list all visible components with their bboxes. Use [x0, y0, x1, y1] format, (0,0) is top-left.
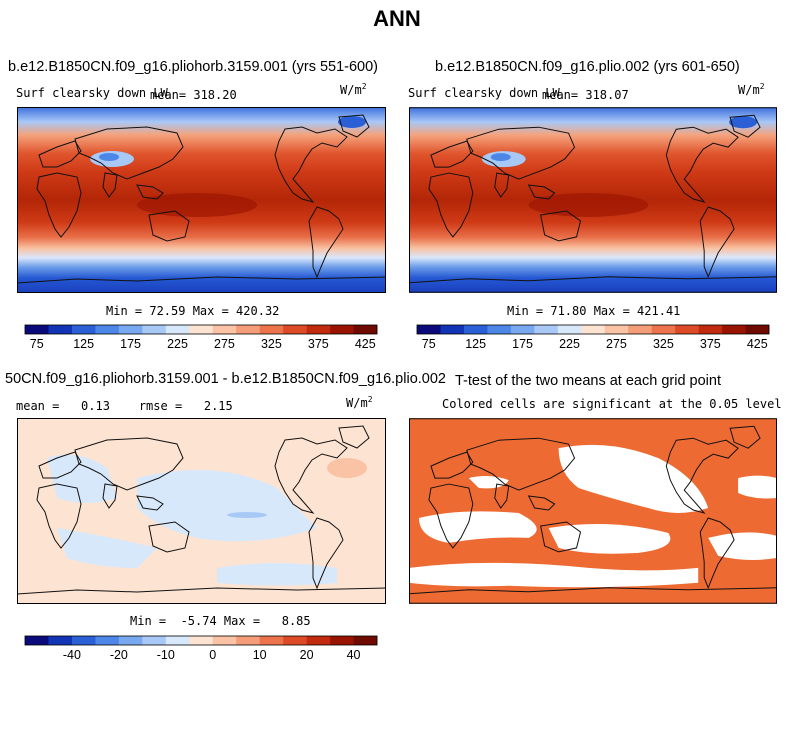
colorbar-swatch	[189, 325, 214, 334]
colorbar-swatch	[698, 325, 723, 334]
stats-label-bottom-left: mean = 0.13 rmse = 2.15	[16, 399, 233, 413]
colorbar-tick-label: 375	[308, 337, 329, 350]
colorbar-swatch	[306, 636, 331, 645]
colorbar-tick-label: 125	[73, 337, 94, 350]
colorbar-swatch	[440, 325, 465, 334]
colorbar-swatch	[283, 636, 307, 645]
colorbar-swatch	[628, 325, 652, 334]
colorbar-swatch	[353, 636, 378, 645]
colorbar-top-right: 75 125 175 225 275 325 375 425	[416, 324, 770, 350]
colorbar-swatch	[417, 325, 441, 334]
panel-title-bottom-left: 50CN.f09_g16.pliohorb.3159.001 - b.e12.B…	[5, 371, 446, 387]
colorbar-border	[24, 324, 378, 335]
colorbar-swatch	[557, 325, 582, 334]
colorbar-tick-label: 275	[214, 337, 235, 350]
colorbar-swatch	[236, 636, 260, 645]
colorbar-swatch	[95, 636, 120, 645]
colorbar-tick-label: 75	[422, 337, 436, 350]
colorbar-swatch	[71, 636, 96, 645]
colorbar-swatch	[283, 325, 307, 334]
mean-label-top-right: mean= 318.07	[542, 88, 629, 102]
colorbar-tick-label: 175	[512, 337, 533, 350]
colorbar-swatch	[510, 325, 535, 334]
colorbar-tick-label: 75	[30, 337, 44, 350]
mean-label-top-left: mean= 318.20	[150, 88, 237, 102]
colorbar-tick-label: 325	[653, 337, 674, 350]
colorbar-swatch	[189, 636, 214, 645]
units-label-top-left: W/m2	[340, 82, 367, 97]
colorbar-border	[24, 635, 378, 646]
colorbar-tick-label: 225	[559, 337, 580, 350]
colorbar-border	[416, 324, 770, 335]
colorbar-swatch	[25, 636, 49, 645]
colorbar-swatch	[25, 325, 49, 334]
colorbar-swatch	[118, 636, 143, 645]
colorbar-tick-label: -10	[157, 648, 175, 661]
variable-label-top-right: Surf clearsky down LW	[408, 86, 560, 100]
panel-title-bottom-right: T-test of the two means at each grid poi…	[455, 373, 721, 389]
colorbar-swatch	[259, 636, 284, 645]
colorbar-tick-label: 10	[253, 648, 267, 661]
colorbar-tick-label: 425	[355, 337, 376, 350]
colorbar-swatch	[581, 325, 606, 334]
panel-title-top-left: b.e12.B1850CN.f09_g16.pliohorb.3159.001 …	[8, 59, 379, 75]
colorbar-tick-label: 20	[300, 648, 314, 661]
colorbar-swatch	[165, 636, 190, 645]
colorbar-swatch	[487, 325, 512, 334]
variable-label-top-left: Surf clearsky down LW	[16, 86, 168, 100]
colorbar-swatch	[165, 325, 190, 334]
colorbar-tick-label: 225	[167, 337, 188, 350]
colorbar-swatch	[675, 325, 699, 334]
colorbar-swatch	[236, 325, 260, 334]
colorbar-swatch	[306, 325, 331, 334]
colorbar-swatch	[212, 636, 237, 645]
colorbar-tick-label: 425	[747, 337, 768, 350]
page-title: ANN	[373, 6, 421, 31]
colorbar-top-left: 75 125 175 225 275 325 375 425	[24, 324, 378, 350]
colorbar-swatch	[745, 325, 770, 334]
colorbar-swatch	[142, 636, 167, 645]
colorbar-swatch	[95, 325, 120, 334]
colorbar-swatch	[330, 325, 354, 334]
colorbar-tick-label: 40	[347, 648, 361, 661]
colorbar-swatch	[604, 325, 629, 334]
minmax-bottom-left: Min = -5.74 Max = 8.85	[130, 614, 311, 628]
panel-subtitle-bottom-right: Colored cells are significant at the 0.0…	[442, 397, 782, 411]
colorbar-swatch	[534, 325, 559, 334]
colorbar-swatch	[118, 325, 143, 334]
colorbar-swatch	[48, 636, 73, 645]
colorbar-swatch	[353, 325, 378, 334]
minmax-top-right: Min = 71.80 Max = 421.41	[507, 304, 681, 318]
colorbar-tick-label: 375	[700, 337, 721, 350]
minmax-top-left: Min = 72.59 Max = 420.32	[106, 304, 280, 318]
colorbar-swatch	[48, 325, 73, 334]
map-bottom-left	[17, 418, 386, 604]
colorbar-swatch	[463, 325, 488, 334]
map-top-left	[17, 107, 386, 293]
colorbar-swatch	[722, 325, 746, 334]
colorbar-swatch	[212, 325, 237, 334]
colorbar-tick-label: -20	[110, 648, 128, 661]
colorbar-tick-label: 0	[209, 648, 216, 661]
colorbar-swatch	[259, 325, 284, 334]
colorbar-swatch	[71, 325, 96, 334]
map-bottom-right	[409, 418, 777, 604]
colorbar-tick-label: 125	[465, 337, 486, 350]
colorbar-tick-label: -40	[63, 648, 81, 661]
panel-title-top-right: b.e12.B1850CN.f09_g16.plio.002 (yrs 601-…	[435, 59, 740, 75]
colorbar-tick-label: 175	[120, 337, 141, 350]
map-top-right	[409, 107, 777, 293]
colorbar-swatch	[651, 325, 676, 334]
colorbar-swatch	[330, 636, 354, 645]
colorbar-swatch	[142, 325, 167, 334]
colorbar-tick-label: 275	[606, 337, 627, 350]
units-label-top-right: W/m2	[738, 82, 765, 97]
colorbar-tick-label: 325	[261, 337, 282, 350]
colorbar-bottom-left: -40 -20 -10 0 10 20 40	[24, 635, 378, 661]
units-label-bottom-left: W/m2	[346, 395, 373, 410]
